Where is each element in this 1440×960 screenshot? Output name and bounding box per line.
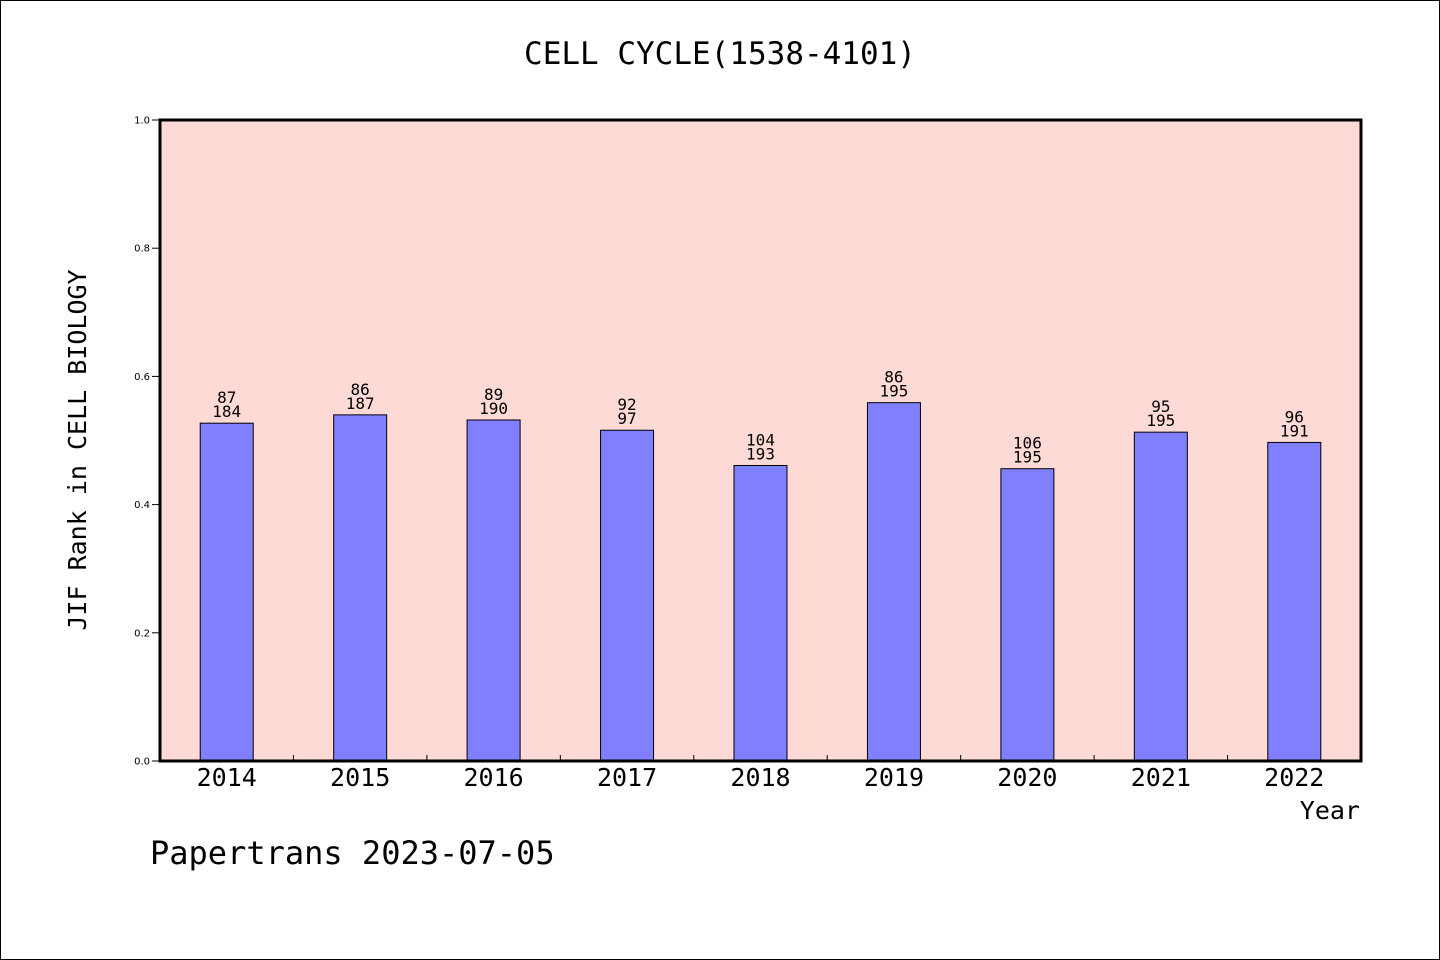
bar-rank-label: 89 bbox=[484, 385, 503, 404]
y-tick-label: 0.2 bbox=[134, 628, 150, 639]
bar-total-label: 195 bbox=[879, 382, 908, 401]
x-tick-label: 2020 bbox=[997, 763, 1057, 792]
bar-total-label: 184 bbox=[212, 402, 241, 421]
bar-total-label: 187 bbox=[346, 394, 375, 413]
bar-total-label: 97 bbox=[617, 409, 636, 428]
bar-rank-label: 96 bbox=[1285, 407, 1304, 426]
bar-2017 bbox=[600, 429, 655, 762]
bar-rank-label: 87 bbox=[217, 388, 236, 407]
x-tick-label: 2019 bbox=[864, 763, 924, 792]
y-axis-label: JIF Rank in CELL BIOLOGY bbox=[63, 269, 92, 631]
y-tick-label: 0.6 bbox=[134, 372, 150, 383]
x-tick-label: 2015 bbox=[330, 763, 390, 792]
y-tick-label: 0.0 bbox=[134, 757, 150, 768]
x-tick-label: 2022 bbox=[1264, 763, 1324, 792]
bar-2018 bbox=[733, 464, 788, 762]
x-axis-label: Year bbox=[1299, 796, 1360, 825]
bar-rank-label: 95 bbox=[1151, 397, 1170, 416]
bar-rank-label: 106 bbox=[1013, 434, 1042, 453]
bar-2020 bbox=[1000, 468, 1055, 762]
bar-total-label: 195 bbox=[1013, 448, 1042, 467]
chart-title: CELL CYCLE(1538-4101) bbox=[524, 36, 916, 72]
y-tick-label: 0.4 bbox=[134, 500, 150, 511]
x-tick-label: 2021 bbox=[1131, 763, 1191, 792]
bar-2014 bbox=[199, 422, 254, 762]
watermark-text: Papertrans 2023-07-05 bbox=[150, 834, 555, 872]
bar-2021 bbox=[1133, 431, 1188, 762]
plot-border bbox=[158, 118, 1363, 763]
bar-rank-label: 92 bbox=[617, 395, 636, 414]
bar-rank-label: 104 bbox=[746, 430, 775, 449]
bar-rank-label: 86 bbox=[884, 368, 903, 387]
x-tick-label: 2014 bbox=[197, 763, 257, 792]
y-tick-label: 0.8 bbox=[134, 244, 150, 255]
x-tick-label: 2016 bbox=[464, 763, 524, 792]
x-tick-label: 2017 bbox=[597, 763, 657, 792]
bar-2015 bbox=[333, 414, 388, 762]
bar-total-label: 191 bbox=[1280, 421, 1309, 440]
bar-2016 bbox=[466, 419, 521, 762]
bar-2019 bbox=[866, 402, 921, 762]
bar-2022 bbox=[1267, 441, 1322, 762]
y-tick-label: 1.0 bbox=[134, 116, 150, 127]
bar-rank-label: 86 bbox=[351, 380, 370, 399]
bar-total-label: 195 bbox=[1146, 411, 1175, 430]
x-tick-label: 2018 bbox=[730, 763, 790, 792]
bar-total-label: 190 bbox=[479, 399, 508, 418]
bar-total-label: 193 bbox=[746, 444, 775, 463]
